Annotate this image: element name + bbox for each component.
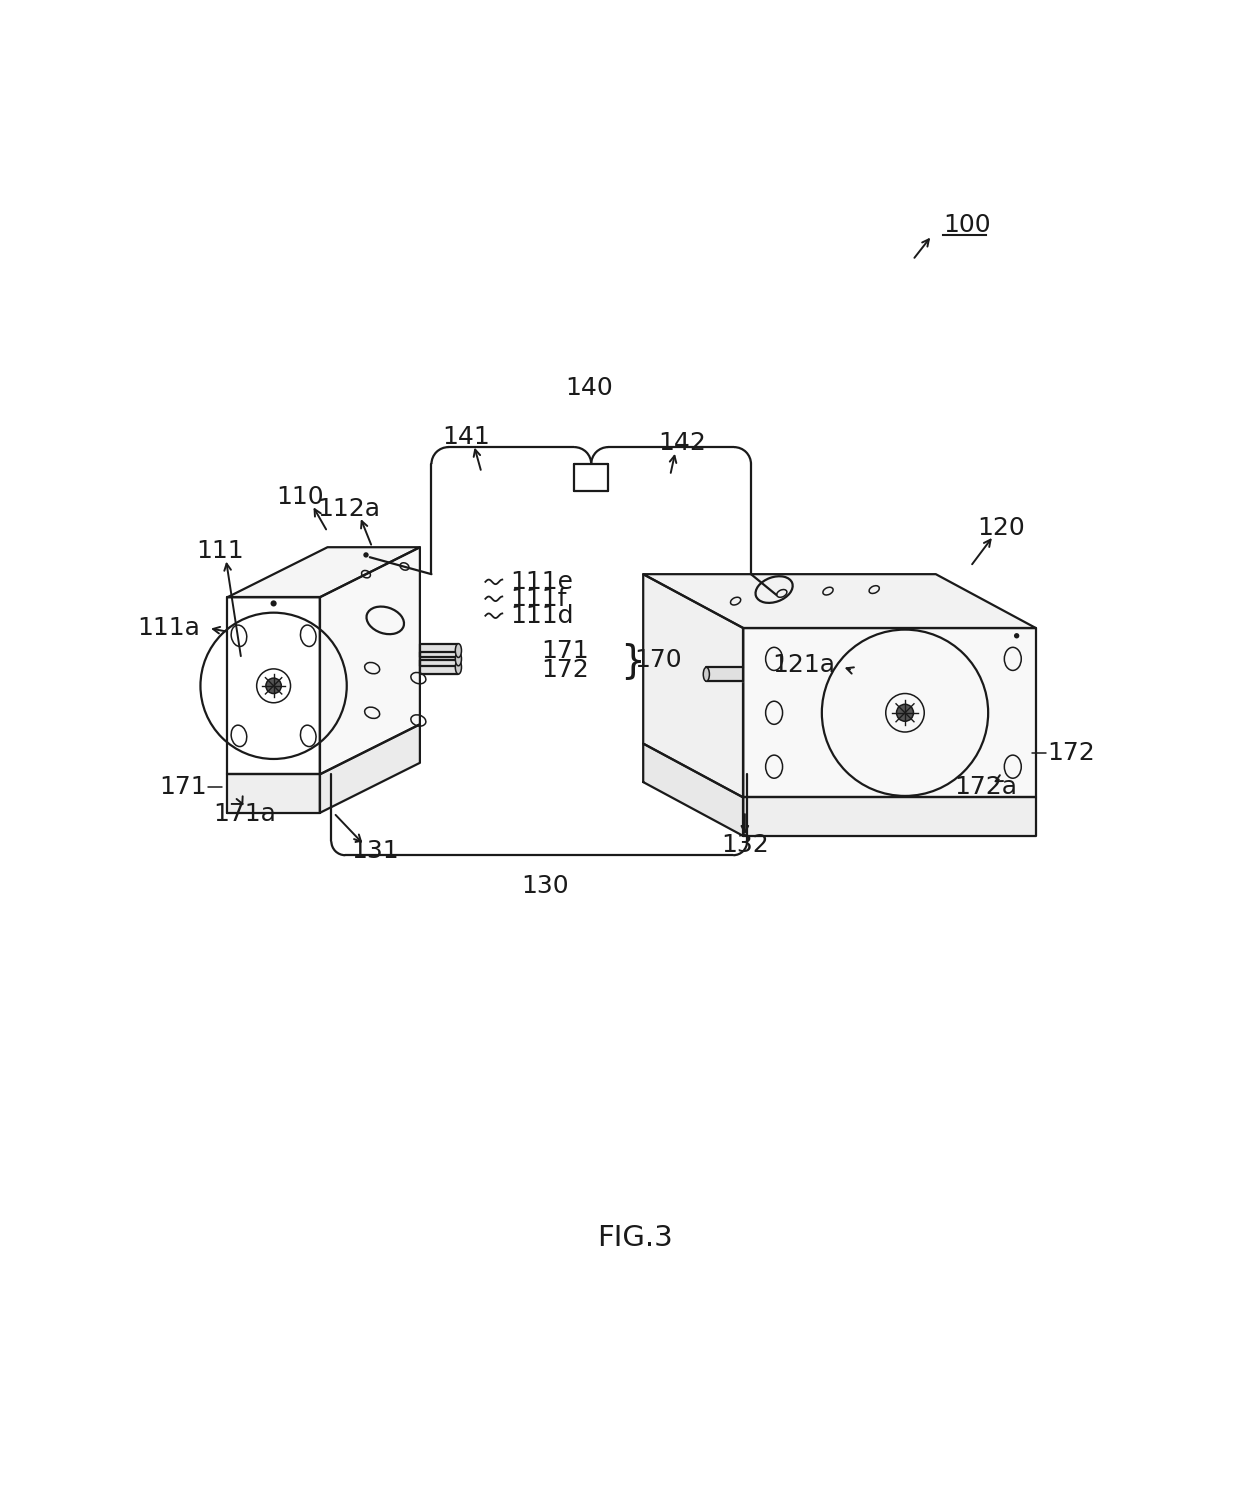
Text: }: } [620,642,645,679]
Polygon shape [743,629,1035,797]
Polygon shape [743,797,1035,836]
Text: 111e: 111e [510,570,573,594]
Text: 110: 110 [277,485,325,509]
Circle shape [270,600,277,606]
Polygon shape [227,775,320,812]
Circle shape [1014,633,1019,639]
Text: 132: 132 [720,833,769,857]
Polygon shape [644,575,743,797]
Circle shape [265,678,281,694]
Text: 172: 172 [1048,741,1095,764]
Text: 170: 170 [634,648,682,672]
Polygon shape [644,575,1035,629]
Circle shape [363,552,368,557]
Text: 171a: 171a [213,802,275,827]
Polygon shape [420,643,459,657]
Text: 131: 131 [351,839,399,863]
Polygon shape [320,724,420,812]
Polygon shape [707,667,743,681]
Ellipse shape [455,660,461,675]
Text: 121a: 121a [773,652,836,676]
Text: 140: 140 [565,376,613,400]
Text: 172: 172 [542,658,589,682]
Ellipse shape [455,652,461,666]
Text: 172a: 172a [955,775,1017,799]
Polygon shape [420,660,459,675]
Polygon shape [227,597,320,775]
Text: 100: 100 [944,213,991,237]
Ellipse shape [703,667,709,681]
Text: 112a: 112a [317,497,381,521]
Text: 130: 130 [521,873,568,897]
Text: FIG.3: FIG.3 [598,1224,673,1253]
Text: 111: 111 [196,539,243,563]
Text: 111d: 111d [510,603,573,627]
Text: 141: 141 [443,426,490,449]
Text: 111f: 111f [510,587,567,611]
Circle shape [897,705,914,721]
Text: 111a: 111a [138,617,201,640]
Polygon shape [420,652,459,666]
Text: 171: 171 [159,775,207,799]
Polygon shape [227,548,420,597]
Text: 142: 142 [657,431,706,455]
Text: 171: 171 [542,639,589,663]
Polygon shape [644,744,743,836]
Text: 120: 120 [977,517,1025,540]
Ellipse shape [455,643,461,657]
Polygon shape [320,548,420,775]
